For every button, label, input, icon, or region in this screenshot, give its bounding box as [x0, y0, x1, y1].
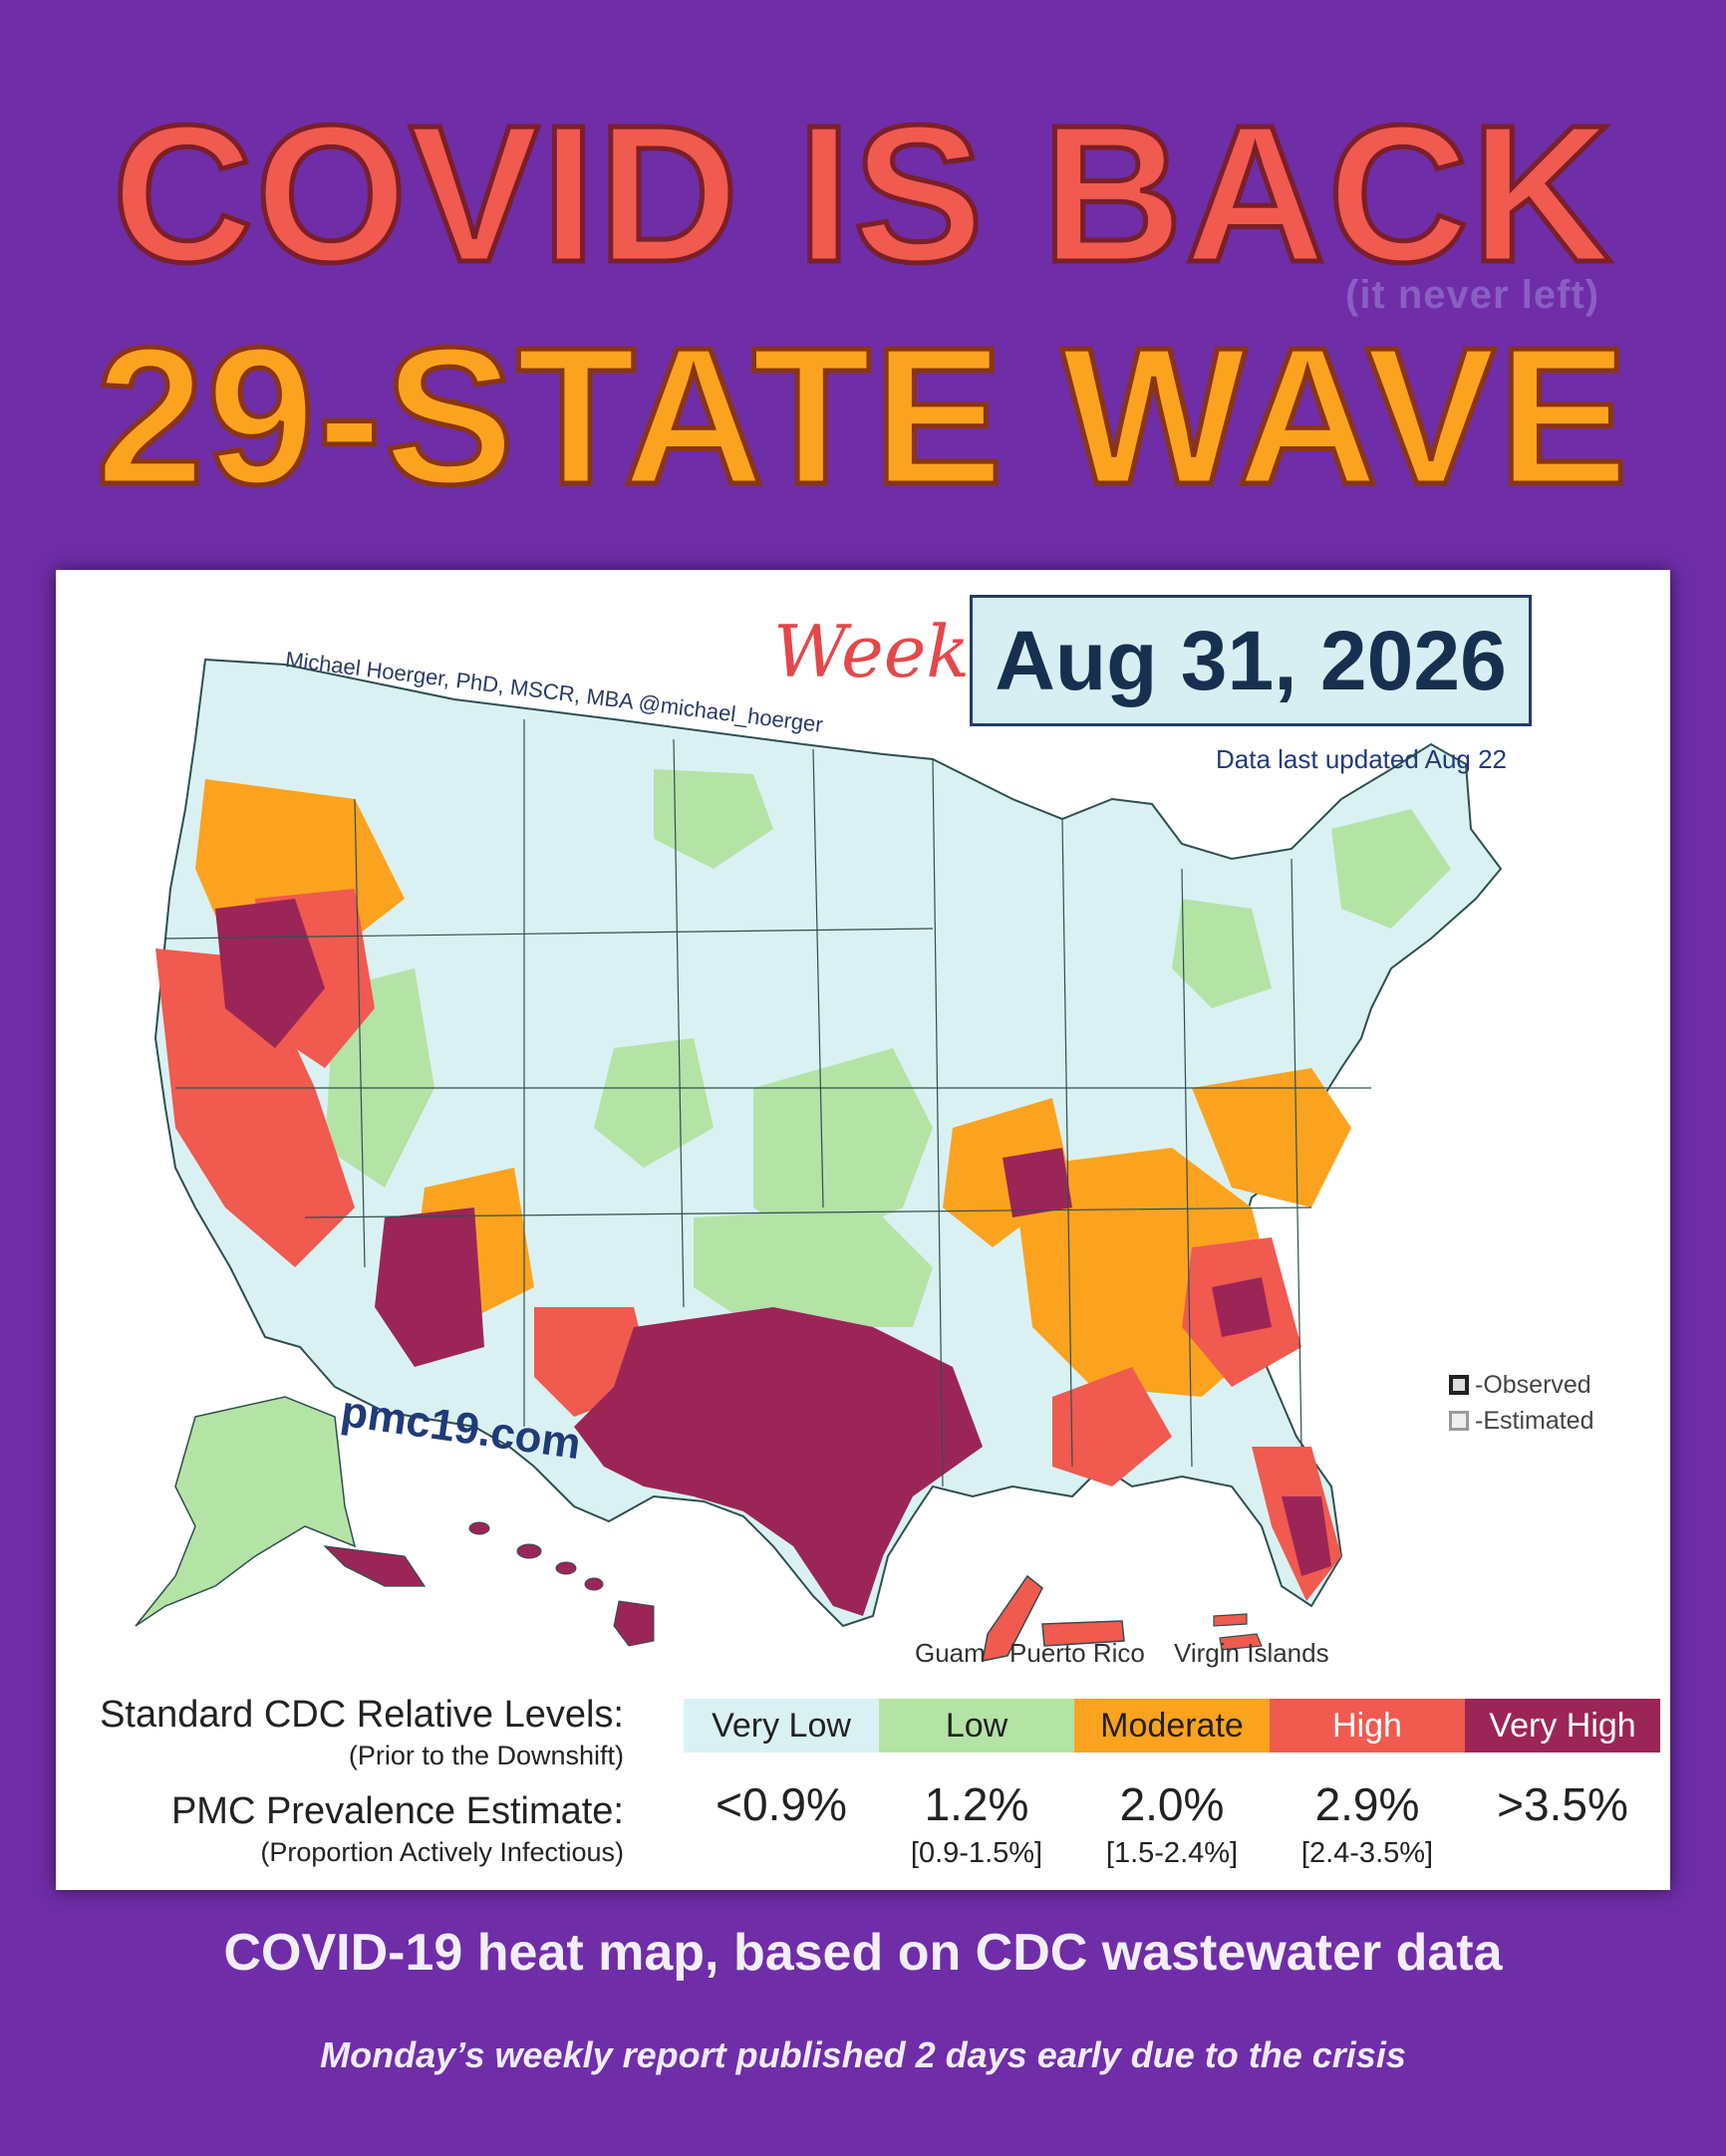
prevalence-value: <0.9% — [716, 1778, 847, 1830]
observed-label: -Observed — [1475, 1370, 1591, 1399]
level-very-high: Very High — [1465, 1699, 1660, 1752]
data-updated-note: Data last updated Aug 22 — [1216, 744, 1508, 774]
prevalence-range: [1.5-2.4%] — [1105, 1837, 1239, 1869]
cdc-levels-subtitle: (Prior to the Downshift) — [348, 1741, 624, 1770]
region-very-high-missouri — [1003, 1148, 1072, 1217]
level-low: Low — [879, 1699, 1074, 1752]
region-very-high-georgia — [1212, 1277, 1272, 1337]
prevalence-values: <0.9% 1.2% [0.9-1.5%] 2.0% [1.5-2.4%] 2.9% [2.… — [684, 1777, 1660, 1870]
state-borders — [164, 719, 1371, 1487]
marker-legend: -Observed -Estimated — [1449, 1367, 1593, 1439]
region-very-high-florida — [1282, 1496, 1331, 1576]
region-very-high-texas — [574, 1307, 983, 1616]
level-high: High — [1270, 1699, 1465, 1752]
prevalence-value: >3.5% — [1497, 1778, 1628, 1830]
prevalence-very-low: <0.9% — [684, 1777, 879, 1870]
prevalence-high: 2.9% [2.4-3.5%] — [1270, 1777, 1465, 1870]
region-very-high-california — [215, 899, 325, 1048]
pmc-estimate-label: PMC Prevalence Estimate: (Proportion Act… — [171, 1790, 624, 1868]
prevalence-moderate: 2.0% [1.5-2.4%] — [1074, 1777, 1270, 1870]
map-panel: Michael Hoerger, PhD, MSCR, MBA @michael… — [56, 570, 1670, 1890]
prevalence-very-high: >3.5% — [1465, 1777, 1660, 1870]
prevalence-value: 2.9% — [1314, 1778, 1420, 1830]
level-moderate: Moderate — [1074, 1699, 1270, 1752]
region-very-high-arizona — [375, 1208, 484, 1367]
region-high-california — [155, 948, 355, 1267]
observed-swatch-icon — [1449, 1375, 1469, 1395]
territory-guam-label: Guam — [915, 1638, 986, 1668]
guam-shape — [982, 1574, 1043, 1662]
prevalence-low: 1.2% [0.9-1.5%] — [879, 1777, 1074, 1870]
headline-subnote: (it never left) — [1345, 273, 1600, 317]
prevalence-range: [0.9-1.5%] — [910, 1837, 1043, 1869]
region-low-northeast — [1331, 809, 1451, 929]
level-color-bar: Very Low Low Moderate High Very High — [684, 1699, 1660, 1752]
region-low-plains — [753, 1048, 933, 1247]
puerto-rico-shape — [1041, 1620, 1125, 1647]
pmc-estimate-title: PMC Prevalence Estimate: — [170, 1790, 624, 1832]
prevalence-value: 1.2% — [924, 1778, 1029, 1830]
cdc-levels-title: Standard CDC Relative Levels: — [100, 1694, 624, 1736]
cdc-levels-label: Standard CDC Relative Levels: (Prior to … — [100, 1694, 624, 1771]
report-date: Aug 31, 2026 — [970, 595, 1532, 726]
headline-covid-is-back: COVID IS BACK — [110, 85, 1614, 303]
estimated-swatch-icon — [1449, 1411, 1469, 1431]
headline-29-state-wave: 29-STATE WAVE — [94, 307, 1631, 525]
alaska-panhandle — [323, 1545, 427, 1587]
alaska — [135, 1396, 357, 1627]
caption: COVID-19 heat map, based on CDC wastewat… — [223, 1924, 1503, 1982]
prevalence-value: 2.0% — [1119, 1778, 1225, 1830]
hawaii — [468, 1521, 655, 1647]
region-low-oklahoma — [694, 1208, 933, 1327]
region-high-louisiana — [1052, 1367, 1172, 1486]
estimated-label: -Estimated — [1475, 1406, 1594, 1435]
region-low-colorado — [594, 1038, 714, 1168]
territory-virgin-islands-label: Virgin Islands — [1174, 1638, 1329, 1668]
prevalence-range: [2.4-3.5%] — [1300, 1837, 1434, 1869]
territory-puerto-rico-label: Puerto Rico — [1009, 1638, 1145, 1668]
region-low-north — [654, 769, 773, 869]
pmc-estimate-subtitle: (Proportion Actively Infectious) — [260, 1837, 624, 1867]
level-very-low: Very Low — [684, 1699, 879, 1752]
us-heat-map — [135, 658, 1503, 1662]
footnote: Monday’s weekly report published 2 days … — [320, 2034, 1406, 2075]
region-low-upper-midwest — [1172, 899, 1272, 1008]
region-moderate-appalachia — [1192, 1068, 1351, 1208]
virgin-islands-shape — [1213, 1613, 1263, 1651]
